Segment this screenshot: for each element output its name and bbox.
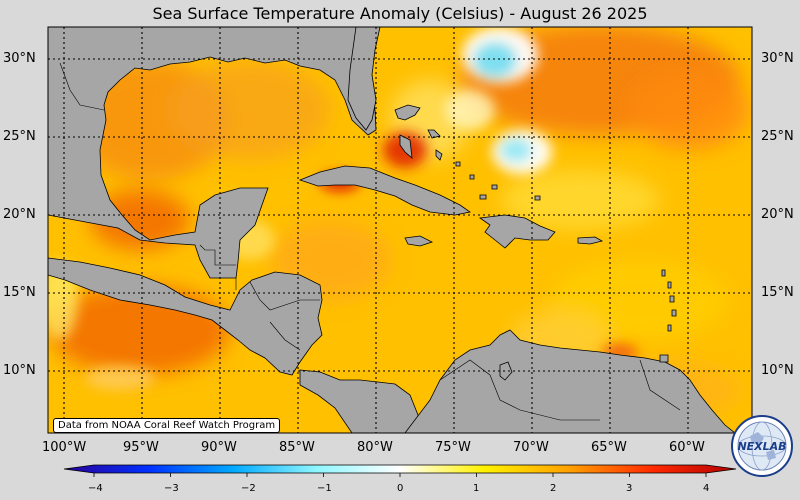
colorbar-tick-label: 3	[626, 483, 633, 494]
florida	[347, 27, 381, 131]
cuba	[298, 165, 471, 216]
lesser-antilles	[499, 269, 677, 381]
nexlab-logo-icon[interactable]: NEXLAB	[730, 414, 794, 478]
hispaniola	[478, 214, 556, 249]
colorbar-tick-label: 0	[397, 483, 404, 494]
lon-label-60w: 60°W	[669, 440, 705, 455]
lon-label-80w: 80°W	[357, 440, 393, 455]
central-america	[48, 257, 323, 376]
lat-label-10n-right: 10°N	[761, 363, 794, 378]
lat-label-20n: 20°N	[3, 207, 36, 222]
us-gulf-coast	[48, 27, 377, 279]
colorbar-tick-label: −1	[317, 483, 332, 494]
country-borders	[59, 62, 681, 421]
lon-label-75w: 75°W	[435, 440, 471, 455]
lat-label-15n-right: 15°N	[761, 285, 794, 300]
colorbar-tick-label: 1	[473, 483, 480, 494]
lon-label-95w: 95°W	[123, 440, 159, 455]
lat-label-15n: 15°N	[3, 285, 36, 300]
lon-label-90w: 90°W	[201, 440, 237, 455]
graticule	[48, 27, 752, 433]
south-america	[404, 329, 736, 433]
jamaica	[404, 235, 434, 247]
colorbar	[63, 464, 737, 477]
puerto-rico	[577, 236, 604, 245]
lon-label-65w: 65°W	[591, 440, 627, 455]
map-frame	[47, 26, 753, 434]
colorbar-tick-label: 4	[703, 483, 710, 494]
colorbar-tick-label: 2	[550, 483, 557, 494]
landmasses	[48, 27, 736, 433]
logo-text: NEXLAB	[737, 440, 786, 453]
colorbar-tick-label: −2	[241, 483, 256, 494]
small-islands	[455, 161, 541, 201]
colorbar-ticks	[93, 473, 707, 477]
colorbar-tick-label: −3	[164, 483, 179, 494]
colorbar-tick-label: −4	[88, 483, 103, 494]
panama-isthmus	[299, 369, 434, 433]
lat-label-20n-right: 20°N	[761, 207, 794, 222]
lon-label-85w: 85°W	[279, 440, 315, 455]
lat-label-10n: 10°N	[3, 363, 36, 378]
colorbar-ramp	[63, 464, 737, 474]
lon-label-100w: 100°W	[42, 440, 87, 455]
lat-label-30n: 30°N	[3, 51, 36, 66]
lon-label-70w: 70°W	[513, 440, 549, 455]
data-credit-box: Data from NOAA Coral Reef Watch Program	[53, 418, 281, 433]
bahamas	[394, 104, 443, 161]
lat-label-30n-right: 30°N	[761, 51, 794, 66]
map-title: Sea Surface Temperature Anomaly (Celsius…	[152, 4, 648, 23]
lat-label-25n-right: 25°N	[761, 129, 794, 144]
lat-label-25n: 25°N	[3, 129, 36, 144]
